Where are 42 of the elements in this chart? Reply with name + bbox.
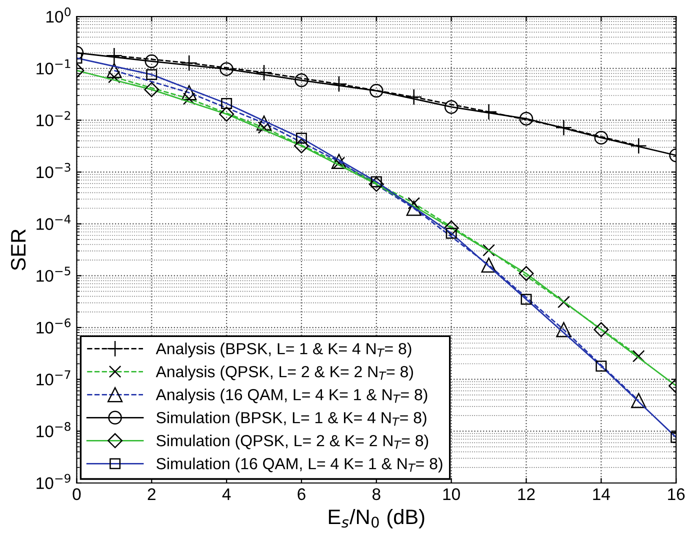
y-tick-label: 10$^{−6}$ xyxy=(36,318,71,334)
x-tick-label: 2 xyxy=(148,488,156,500)
x-tick-label: 4 xyxy=(222,488,231,500)
legend-label: Simulation (16 QAM, L= 4 K= 1 & N$_{T}$= 8) xyxy=(156,458,442,472)
x-tick-label: 0 xyxy=(72,488,81,500)
point xyxy=(106,47,122,64)
y-tick-label: 10$^{−8}$ xyxy=(36,422,70,438)
point xyxy=(555,119,572,136)
y-tick-label: 10$^{−5}$ xyxy=(36,266,70,282)
x-tick-label: 14 xyxy=(593,488,610,500)
legend-label: Analysis (BPSK, L= 1 & K= 4 N$_{T}$= 8) xyxy=(156,342,412,358)
point xyxy=(480,104,498,120)
x-tick-label: 12 xyxy=(518,488,535,500)
y-axis-title: SER xyxy=(10,229,26,270)
point xyxy=(294,73,308,88)
legend-label: Simulation (QPSK, L= 2 & K= 2 N$_{T}$= 8) xyxy=(156,434,428,450)
x-tick-label: 16 xyxy=(668,488,685,500)
y-tick-label: 10$^{−1}$ xyxy=(36,59,70,74)
y-tick-label: 10$^{0}$ xyxy=(46,7,71,23)
point xyxy=(406,88,422,106)
point xyxy=(594,130,608,145)
legend-label: Analysis (16 QAM, L= 4 K= 1 & N$_{T}$= 8) xyxy=(156,388,428,404)
legend-label: Analysis (QPSK, L= 2 & K= 2 N$_{T}$= 8) xyxy=(156,366,413,380)
point xyxy=(330,76,348,92)
point xyxy=(220,62,234,76)
y-tick-label: 10$^{−2}$ xyxy=(36,111,70,126)
y-tick-label: 10$^{−4}$ xyxy=(36,214,71,230)
legend-label: Simulation (BPSK, L= 1 & K= 4 N$_{T}$= 8) xyxy=(156,412,426,426)
y-tick-label: 10$^{−3}$ xyxy=(36,162,70,178)
y-tick-label: 10$^{−9}$ xyxy=(36,474,70,490)
point xyxy=(144,54,159,68)
x-tick-label: 6 xyxy=(298,488,306,500)
point xyxy=(370,84,384,98)
x-axis-title: E$_{s}$/N$_{0}$ (dB) xyxy=(328,508,424,528)
point xyxy=(180,54,198,72)
point xyxy=(444,100,458,114)
x-tick-label: 8 xyxy=(372,488,380,500)
x-tick-label: 10 xyxy=(443,488,460,500)
point xyxy=(630,138,647,154)
y-tick-label: 10$^{−7}$ xyxy=(36,370,70,386)
point xyxy=(519,112,534,126)
point xyxy=(256,64,272,81)
